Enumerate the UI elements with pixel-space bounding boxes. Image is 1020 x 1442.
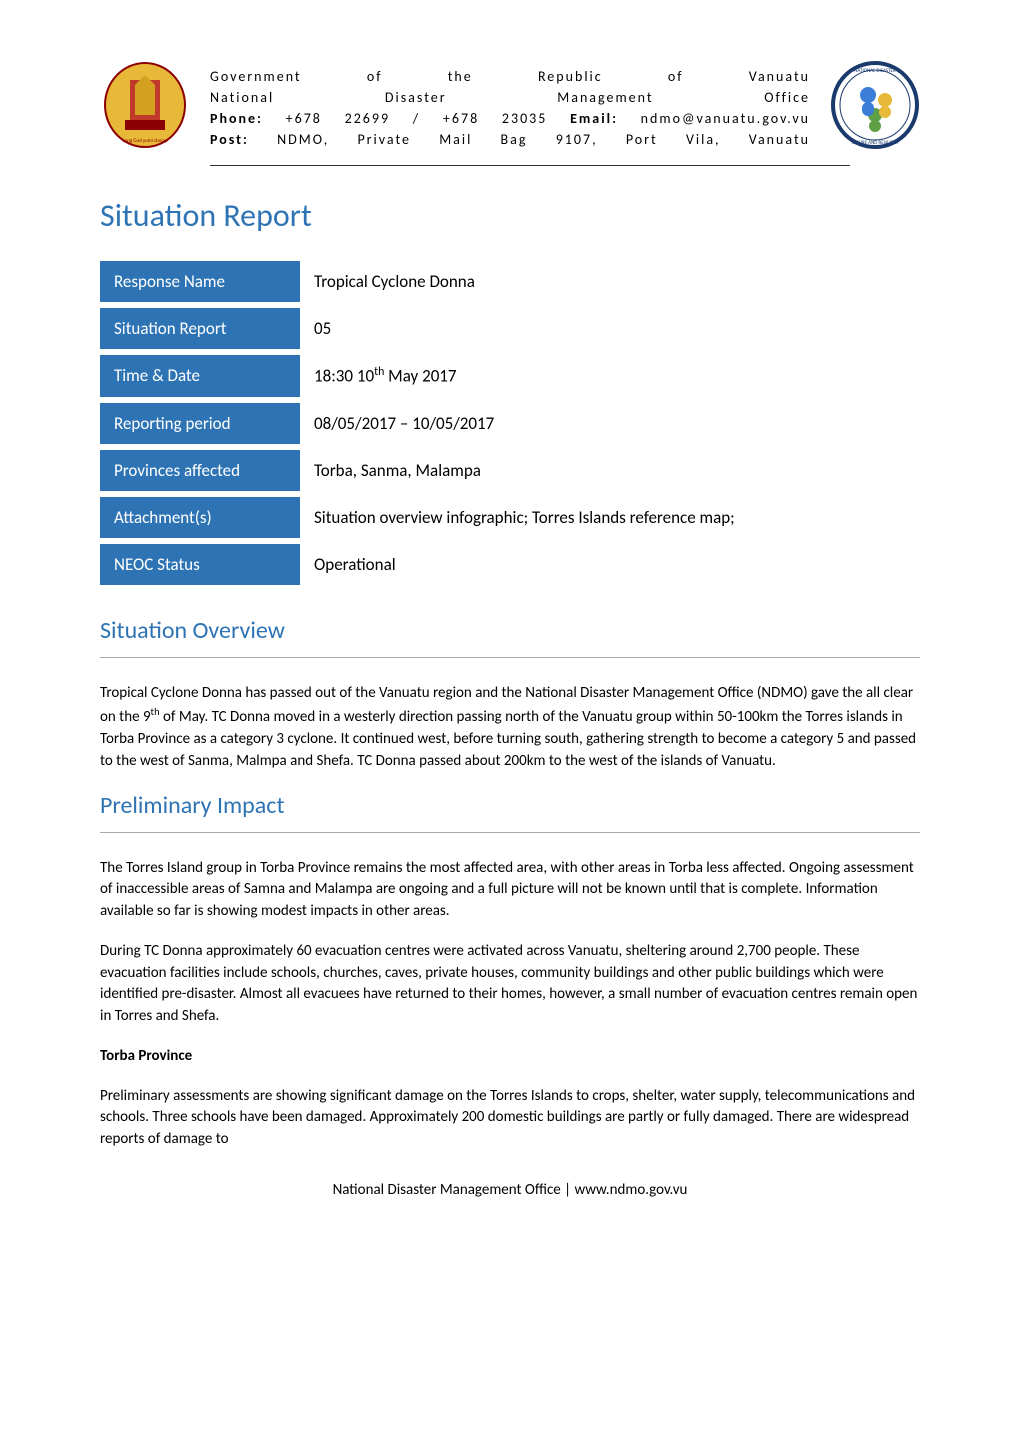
situation-info-table: Response Name Tropical Cyclone Donna Sit… xyxy=(100,255,920,591)
document-header: Long God yumi stanap Government of the R… xyxy=(100,60,920,155)
header-line-4: Post: NDMO, Private Mail Bag 9107, Port … xyxy=(210,129,810,150)
table-row: Provinces affected Torba, Sanma, Malampa xyxy=(100,450,920,491)
row-value: Torba, Sanma, Malampa xyxy=(300,450,920,491)
row-value: Operational xyxy=(300,544,920,585)
overview-paragraph: Tropical Cyclone Donna has passed out of… xyxy=(100,683,920,773)
table-row: Situation Report 05 xyxy=(100,308,920,349)
impact-paragraph-3: Preliminary assessments are showing sign… xyxy=(100,1086,920,1151)
page-title: Situation Report xyxy=(100,196,920,235)
row-value: 18:30 10th May 2017 xyxy=(300,355,920,397)
ndmo-logo: NATIONAL DISASTER SECURE AND RESILIENT xyxy=(830,60,920,155)
svg-text:NATIONAL DISASTER: NATIONAL DISASTER xyxy=(854,68,896,74)
row-label: Response Name xyxy=(100,261,300,302)
row-label: Attachment(s) xyxy=(100,497,300,538)
row-label: Situation Report xyxy=(100,308,300,349)
page-footer: National Disaster Management Office | ww… xyxy=(100,1181,920,1199)
section-divider xyxy=(100,657,920,658)
svg-text:Long God yumi stanap: Long God yumi stanap xyxy=(122,138,167,144)
row-label: Reporting period xyxy=(100,403,300,444)
header-line-2: National Disaster Management Office xyxy=(210,87,810,108)
table-row: Time & Date 18:30 10th May 2017 xyxy=(100,355,920,397)
header-divider xyxy=(210,165,850,166)
row-label: Time & Date xyxy=(100,355,300,397)
header-line-3: Phone: +678 22699 / +678 23035 Email: nd… xyxy=(210,108,810,129)
row-value: 05 xyxy=(300,308,920,349)
row-label: NEOC Status xyxy=(100,544,300,585)
section-title-overview: Situation Overview xyxy=(100,616,920,645)
section-title-impact: Preliminary Impact xyxy=(100,791,920,820)
section-divider xyxy=(100,832,920,833)
impact-paragraph-1: The Torres Island group in Torba Provinc… xyxy=(100,858,920,923)
row-value: Tropical Cyclone Donna xyxy=(300,261,920,302)
table-row: Response Name Tropical Cyclone Donna xyxy=(100,261,920,302)
row-label: Provinces affected xyxy=(100,450,300,491)
impact-subheading: Torba Province xyxy=(100,1046,920,1068)
header-org-text: Government of the Republic of Vanuatu Na… xyxy=(210,66,810,150)
row-value: Situation overview infographic; Torres I… xyxy=(300,497,920,538)
vanuatu-crest-logo: Long God yumi stanap xyxy=(100,60,190,155)
table-row: Reporting period 08/05/2017 – 10/05/2017 xyxy=(100,403,920,444)
table-row: NEOC Status Operational xyxy=(100,544,920,585)
impact-paragraph-2: During TC Donna approximately 60 evacuat… xyxy=(100,941,920,1028)
table-row: Attachment(s) Situation overview infogra… xyxy=(100,497,920,538)
svg-text:SECURE AND RESILIENT: SECURE AND RESILIENT xyxy=(851,140,899,146)
header-line-1: Government of the Republic of Vanuatu xyxy=(210,66,810,87)
row-value: 08/05/2017 – 10/05/2017 xyxy=(300,403,920,444)
